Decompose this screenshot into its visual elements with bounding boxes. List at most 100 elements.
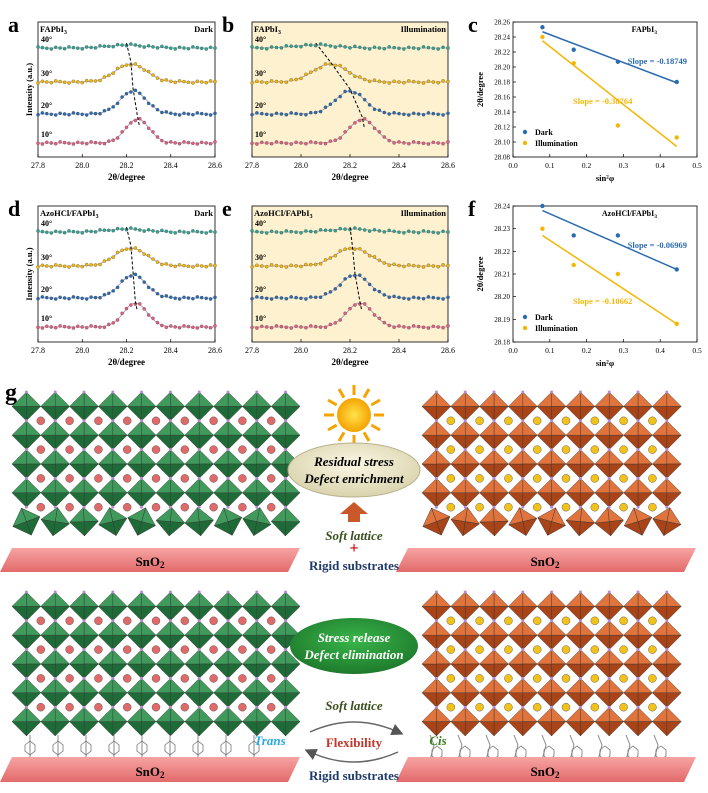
cation-sphere xyxy=(122,703,132,712)
data-point xyxy=(102,259,107,263)
halide-atom xyxy=(197,448,201,452)
legend-label: Illumination xyxy=(535,324,578,333)
halide-atom xyxy=(607,648,611,652)
octa-face xyxy=(83,721,99,737)
data-point xyxy=(186,230,191,235)
x-tick-label: 28.2 xyxy=(120,161,134,170)
octa-face xyxy=(11,663,27,679)
data-point xyxy=(304,325,308,330)
data-point xyxy=(284,141,289,146)
octa-face xyxy=(594,649,610,665)
panel-material-sub: 3 xyxy=(64,30,67,36)
halide-atom xyxy=(434,390,438,394)
halide-atom xyxy=(168,476,172,480)
octa-face xyxy=(623,721,639,737)
data-point xyxy=(115,101,120,106)
peak-shift-line xyxy=(126,42,141,128)
octa-face xyxy=(40,506,58,522)
data-point xyxy=(164,325,169,330)
panel-material-main: FAPbI xyxy=(40,24,65,34)
halide-atom xyxy=(82,705,86,709)
data-point xyxy=(436,264,440,269)
halide-atom xyxy=(24,390,28,394)
octa-face xyxy=(507,449,523,465)
octa-face xyxy=(565,620,581,636)
octa-face xyxy=(609,721,625,737)
data-point xyxy=(111,71,115,75)
data-point xyxy=(107,107,111,112)
data-point xyxy=(294,140,298,145)
cation-sphere xyxy=(151,703,161,712)
halide-atom xyxy=(197,648,201,652)
data-point xyxy=(160,110,164,115)
data-point xyxy=(36,141,40,146)
octa-face xyxy=(565,449,581,465)
halide-atom xyxy=(434,705,438,709)
octa-face xyxy=(155,420,171,436)
data-point xyxy=(155,135,160,139)
octa-face xyxy=(522,391,538,407)
octa-face xyxy=(507,591,523,607)
octa-face xyxy=(479,591,495,607)
legend-marker xyxy=(522,129,528,135)
octa-face xyxy=(83,391,99,407)
x-tick-label: 0.4 xyxy=(656,346,666,355)
data-point xyxy=(328,290,333,294)
halide-atom xyxy=(550,505,554,509)
cation-sphere xyxy=(619,474,628,483)
panel-condition: Dark xyxy=(194,24,213,34)
data-point xyxy=(353,303,357,307)
data-point xyxy=(146,126,151,131)
octa-face xyxy=(184,420,200,436)
data-point xyxy=(173,47,177,51)
octa-face xyxy=(285,721,301,737)
halide-atom xyxy=(665,590,669,594)
data-point xyxy=(151,288,155,292)
x-axis-label: 2θ/degree xyxy=(108,172,145,182)
octa-face xyxy=(270,620,286,636)
halide-atom xyxy=(53,705,57,709)
data-point xyxy=(129,226,133,230)
octa-face xyxy=(493,721,509,737)
scatter-point xyxy=(615,123,621,128)
data-point xyxy=(426,263,431,268)
data-point xyxy=(155,320,160,325)
halide-atom xyxy=(550,676,554,680)
octa-face xyxy=(450,591,466,607)
data-point xyxy=(93,140,98,145)
substrate-left-top xyxy=(0,548,300,572)
data-point xyxy=(358,273,362,277)
data-point xyxy=(411,46,416,50)
data-point xyxy=(84,262,89,267)
data-point xyxy=(313,230,318,234)
octa-face xyxy=(479,649,495,665)
halide-atom xyxy=(226,419,230,423)
octa-face xyxy=(141,591,157,607)
octa-face xyxy=(213,591,229,607)
octa-face xyxy=(227,721,243,737)
cation-sphere xyxy=(36,445,45,454)
data-point xyxy=(279,46,284,50)
data-point xyxy=(208,113,213,117)
data-point xyxy=(138,91,142,96)
data-point xyxy=(169,111,173,115)
data-point xyxy=(411,111,416,116)
cation-sphere xyxy=(590,503,599,512)
data-point xyxy=(260,264,264,268)
data-point xyxy=(155,291,160,296)
data-point xyxy=(89,111,93,115)
data-point xyxy=(284,229,289,233)
data-point xyxy=(173,231,177,235)
x-tick-label: 0.5 xyxy=(692,161,702,170)
cation-sphere xyxy=(619,616,628,625)
cation-sphere xyxy=(94,645,103,654)
cation-sphere xyxy=(446,674,455,683)
data-point xyxy=(372,126,377,131)
slope-dark: Slope = -0.06969 xyxy=(628,240,687,250)
octa-face xyxy=(11,635,27,651)
data-point xyxy=(436,47,440,51)
data-point xyxy=(402,296,406,301)
y-tick-label: 28.24 xyxy=(494,203,510,211)
sno2-label-main: SnO xyxy=(135,554,160,569)
